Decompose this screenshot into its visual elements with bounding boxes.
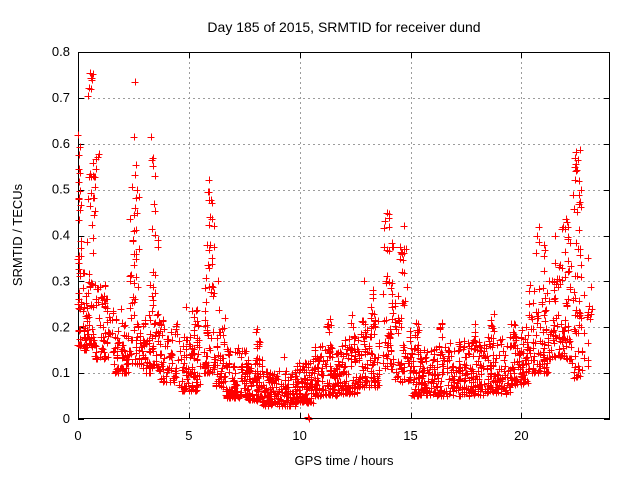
y-tick-label: 0.1: [52, 365, 70, 380]
y-tick-label: 0.7: [52, 90, 70, 105]
x-tick-label: 5: [185, 428, 192, 443]
x-tick-labels: 0 5 10 15 20: [74, 428, 528, 443]
scatter-markers: [74, 69, 596, 423]
plot-border: [78, 52, 610, 419]
y-tick-label: 0: [63, 411, 70, 426]
x-tick-label: 15: [403, 428, 417, 443]
y-axis-label: SRMTID / TECUs: [10, 183, 25, 286]
x-tick-label: 0: [74, 428, 81, 443]
y-tick-label: 0.3: [52, 273, 70, 288]
y-tick-label: 0.8: [52, 44, 70, 59]
data-points: [74, 69, 596, 423]
axis-frame: [78, 52, 610, 419]
x-tick-label: 10: [292, 428, 306, 443]
y-tick-label: 0.5: [52, 182, 70, 197]
x-axis-label: GPS time / hours: [295, 453, 394, 468]
y-tick-labels: 0 0.1 0.2 0.3 0.4 0.5 0.6 0.7 0.8: [52, 44, 70, 426]
x-tick-label: 20: [514, 428, 528, 443]
y-tick-label: 0.2: [52, 319, 70, 334]
y-tick-label: 0.6: [52, 136, 70, 151]
y-tick-label: 0.4: [52, 228, 70, 243]
chart-title: Day 185 of 2015, SRMTID for receiver dun…: [207, 19, 480, 35]
